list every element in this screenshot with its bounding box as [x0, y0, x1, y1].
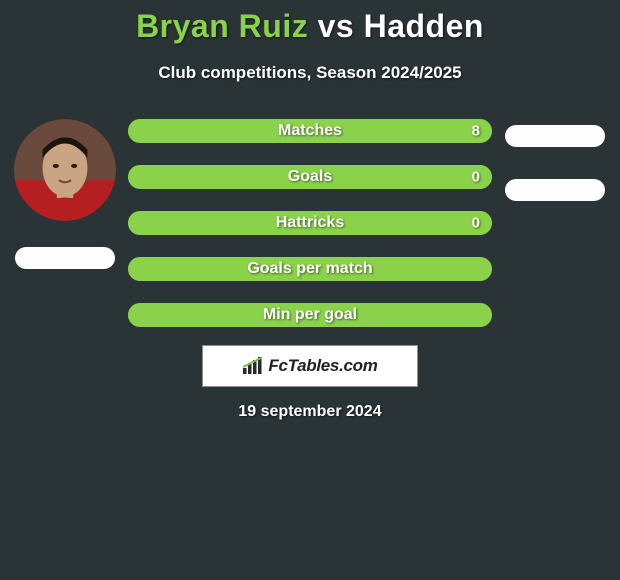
footer: FcTables.com 19 september 2024	[0, 345, 620, 421]
bar-fill	[128, 119, 492, 143]
bars-icon	[242, 357, 264, 375]
chart-area: Matches8 Goals0 Hattricks0 Goals per match M…	[0, 115, 620, 327]
bar-fill	[128, 211, 492, 235]
stat-bar: Min per goal	[128, 303, 492, 327]
subtitle: Club competitions, Season 2024/2025	[0, 63, 620, 83]
player-left-column	[10, 115, 120, 327]
player-right-stat-pill	[505, 125, 605, 147]
title-player-b: Hadden	[364, 8, 484, 44]
stat-bars: Matches8 Goals0 Hattricks0 Goals per match M…	[128, 115, 492, 327]
bar-fill	[128, 303, 492, 327]
stat-bar: Hattricks0	[128, 211, 492, 235]
title-vs: vs	[308, 8, 363, 44]
date-text: 19 september 2024	[238, 403, 381, 421]
bar-fill	[128, 165, 492, 189]
player-left-avatar	[14, 119, 116, 221]
stat-bar: Matches8	[128, 119, 492, 143]
player-right-stat-pill	[505, 179, 605, 201]
player-right-column	[500, 115, 610, 327]
stat-bar: Goals per match	[128, 257, 492, 281]
avatar-icon	[14, 119, 116, 221]
player-left-name-pill	[15, 247, 115, 269]
page-title: Bryan Ruiz vs Hadden	[0, 8, 620, 45]
stat-bar: Goals0	[128, 165, 492, 189]
comparison-card: Bryan Ruiz vs Hadden Club competitions, …	[0, 0, 620, 421]
bar-fill	[128, 257, 492, 281]
brand-text: FcTables.com	[268, 356, 377, 376]
title-player-a: Bryan Ruiz	[136, 8, 308, 44]
brand-logo: FcTables.com	[202, 345, 418, 387]
